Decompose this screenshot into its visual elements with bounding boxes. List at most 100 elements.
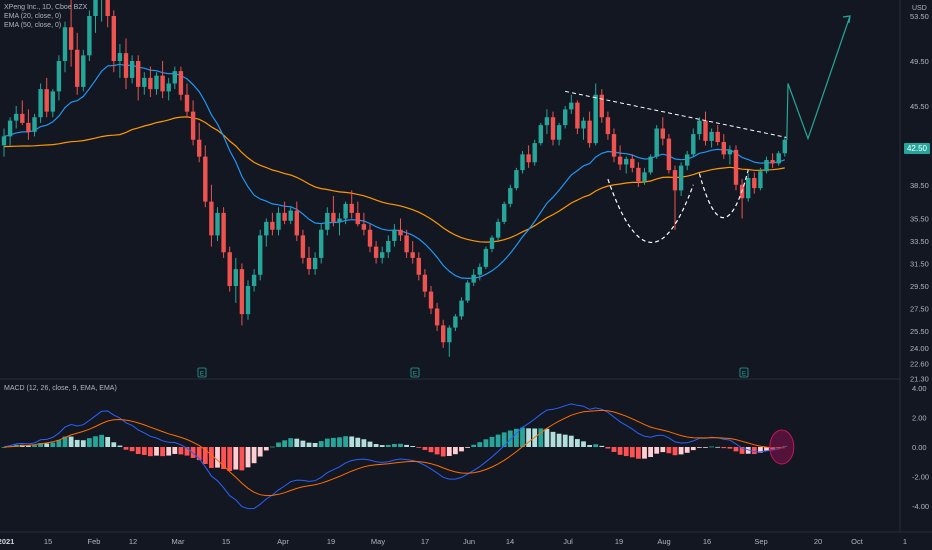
macd-hist-bar: [404, 444, 409, 447]
macd-hist-bar: [648, 447, 653, 458]
candle-body: [7, 120, 13, 137]
macd-tick-label: -4.00: [912, 502, 929, 511]
macd-hist-bar: [202, 447, 208, 464]
price-tick-label: 21.30: [910, 374, 929, 383]
candle-body: [190, 111, 196, 140]
macd-hist-bar: [715, 446, 721, 448]
candle-body: [691, 134, 696, 155]
time-tick-label: Feb: [88, 537, 101, 546]
macd-hist-bar: [221, 447, 226, 470]
earnings-marker-2: E: [413, 371, 418, 378]
time-tick-label: 1: [903, 537, 907, 546]
candle-body: [367, 229, 373, 247]
macd-hist-bar: [233, 447, 239, 470]
macd-hist-bar: [593, 444, 599, 447]
candle-body: [471, 274, 476, 283]
candle-body: [727, 149, 733, 155]
candle-body: [660, 128, 665, 139]
time-tick-label: 19: [615, 537, 623, 546]
candle-body: [68, 27, 74, 50]
price-tick-label: 22.60: [910, 360, 929, 369]
macd-hist-bar: [245, 447, 251, 468]
candle-body: [160, 75, 165, 92]
macd-hist-bar: [483, 439, 489, 447]
projection-path: [786, 15, 851, 141]
candles[interactable]: [1, 0, 787, 357]
macd-hist-bar: [172, 447, 178, 454]
price-tick-label: 29.50: [910, 282, 929, 291]
macd-hist-bar: [1, 447, 7, 448]
candle-body: [154, 75, 159, 90]
macd-legend: MACD (12, 26, close, 9, EMA, EMA): [4, 384, 117, 393]
macd-hist-bar: [99, 434, 104, 447]
candle-body: [648, 156, 653, 173]
macd-hist-bar: [587, 445, 592, 447]
macd-hist-bar: [550, 431, 556, 447]
macd-hist-bar: [703, 447, 708, 448]
candle-body: [20, 113, 25, 123]
macd-hist-bar: [26, 445, 31, 447]
price-tick-label: 38.50: [910, 181, 929, 190]
macd-hist-bar: [263, 447, 269, 451]
candle-body: [373, 246, 379, 258]
macd-hist-bar: [385, 444, 391, 447]
candle-body: [538, 125, 543, 144]
macd-hist-bar: [379, 445, 385, 447]
candle-body: [117, 53, 123, 61]
candle-body: [270, 221, 275, 230]
macd-hist-bar: [727, 447, 733, 449]
macd-hist-bar: [62, 436, 68, 447]
ema50-path: [3, 116, 785, 243]
macd-hist-bar: [459, 447, 464, 452]
candle-body: [520, 154, 525, 171]
candle-body: [166, 83, 171, 92]
candle-body: [56, 61, 62, 92]
candle-body: [617, 156, 623, 165]
time-tick-label: Aug: [657, 537, 670, 546]
macd-hist-bar: [337, 437, 342, 447]
cup-right: [698, 169, 749, 219]
macd-hist-bar: [300, 440, 306, 447]
earnings-marker-3: E: [742, 371, 747, 378]
macd-hist-bar: [617, 447, 623, 455]
candle-body: [50, 91, 55, 112]
macd-hist-bar: [38, 443, 43, 447]
time-tick-label: May: [371, 537, 385, 546]
last-price-tag: 42.50: [903, 143, 930, 154]
macd-hist-bar: [178, 447, 184, 455]
candle-body: [300, 235, 306, 258]
macd-hist-bar: [758, 447, 763, 453]
candle-body: [453, 316, 458, 328]
candle-body: [349, 203, 354, 213]
macd-hist-bar: [520, 427, 525, 447]
macd-hist-bar: [507, 430, 513, 447]
candle-body: [172, 71, 177, 84]
candle-body: [526, 154, 531, 163]
candle-body: [343, 203, 348, 219]
macd-hist-bar: [581, 441, 586, 447]
candle-body: [276, 212, 281, 230]
macd-hist-bar: [440, 447, 446, 457]
candle-body: [203, 156, 208, 202]
macd-highlight-circle: [769, 429, 795, 465]
time-tick-label: 15: [44, 537, 52, 546]
candle-body: [624, 158, 629, 165]
macd-hist-bar: [636, 447, 641, 459]
time-tick-label: 20: [814, 537, 822, 546]
macd-hist-bar: [672, 447, 678, 456]
candle-body: [642, 172, 647, 182]
macd-pane[interactable]: [1, 403, 795, 510]
macd-hist-bar: [276, 442, 281, 447]
candle-body: [184, 94, 190, 112]
macd-hist-bar: [416, 447, 422, 448]
macd-tick-label: 4.00: [912, 384, 927, 393]
macd-hist-bar: [288, 438, 294, 447]
candle-body: [380, 252, 385, 258]
candle-body: [599, 94, 604, 118]
legend-ema20: EMA (20, close, 0): [4, 13, 62, 20]
macd-hist-bar: [148, 447, 153, 457]
candle-body: [398, 229, 403, 236]
candle-body: [611, 134, 617, 157]
candle-body: [556, 125, 562, 140]
